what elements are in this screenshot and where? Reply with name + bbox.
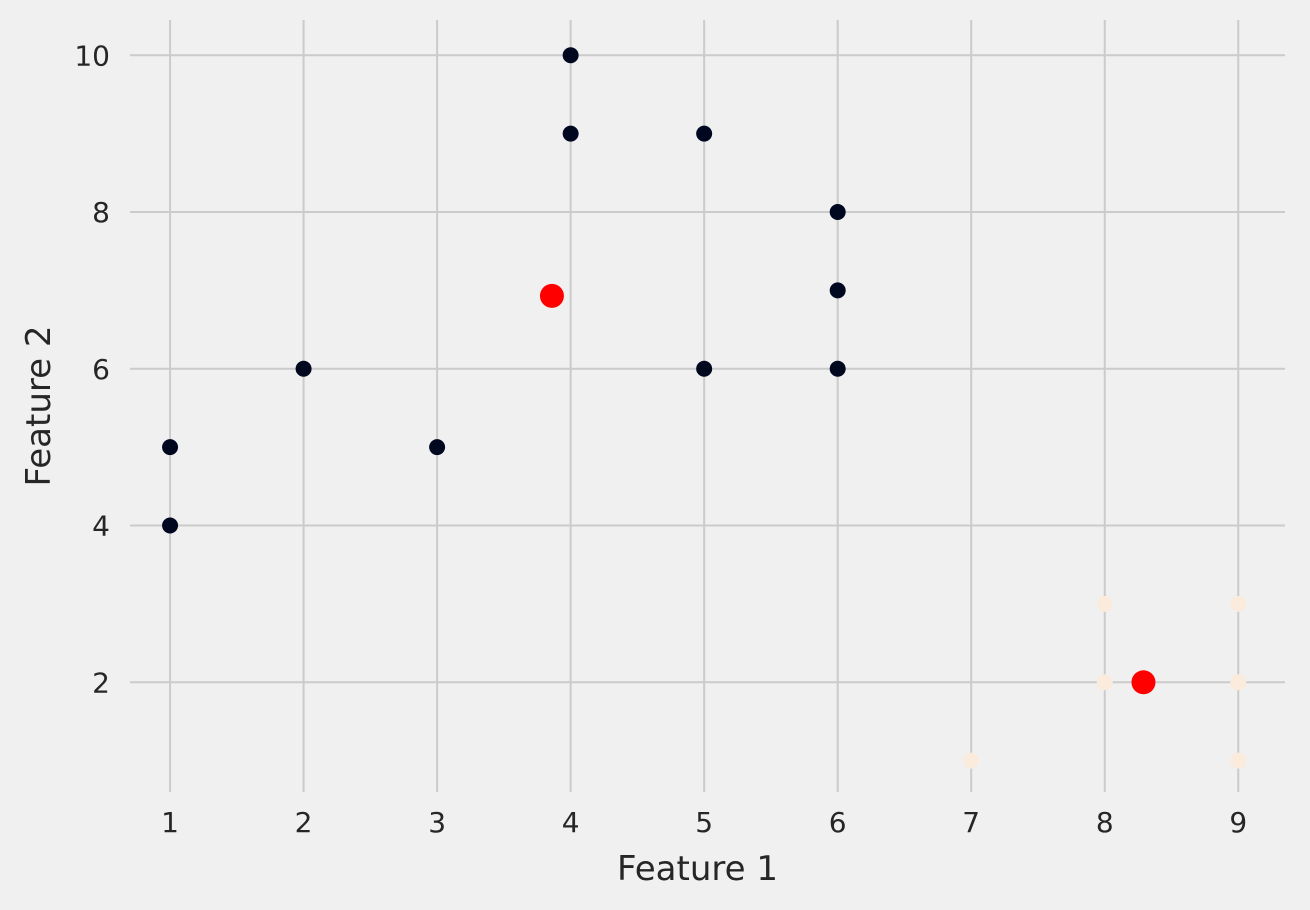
x-tick-label: 8 [1096, 806, 1114, 839]
data-point [562, 125, 579, 142]
y-tick-label: 10 [74, 39, 110, 72]
data-point [562, 47, 579, 64]
x-tick-label: 1 [161, 806, 179, 839]
data-points [162, 47, 1247, 769]
x-tick-label: 5 [695, 806, 713, 839]
data-point [1230, 674, 1247, 691]
x-tick-label: 6 [829, 806, 847, 839]
data-point [1096, 595, 1113, 612]
data-point [1230, 595, 1247, 612]
x-tick-label: 4 [562, 806, 580, 839]
data-point [1096, 674, 1113, 691]
y-tick-label: 6 [92, 353, 110, 386]
data-point [162, 439, 179, 456]
x-tick-label: 9 [1229, 806, 1247, 839]
data-point [829, 282, 846, 299]
y-tick-label: 2 [92, 666, 110, 699]
x-tick-label: 7 [962, 806, 980, 839]
grid-lines [130, 20, 1285, 792]
data-point [295, 360, 312, 377]
y-tick-label: 4 [92, 510, 110, 543]
data-point [696, 360, 713, 377]
centroid-point [1131, 670, 1156, 695]
tick-labels: 1 2 3 4 5 6 7 8 9 2 4 6 8 10 [74, 39, 1247, 839]
y-tick-label: 8 [92, 196, 110, 229]
centroid-point [539, 283, 564, 308]
data-point [1230, 752, 1247, 769]
data-point [829, 204, 846, 221]
data-point [696, 125, 713, 142]
x-tick-label: 3 [428, 806, 446, 839]
data-point [429, 439, 446, 456]
y-axis-label: Feature 2 [19, 326, 59, 487]
data-point [162, 517, 179, 534]
x-axis-label: Feature 1 [617, 849, 778, 889]
data-point [829, 360, 846, 377]
x-tick-label: 2 [295, 806, 313, 839]
data-point [963, 752, 980, 769]
